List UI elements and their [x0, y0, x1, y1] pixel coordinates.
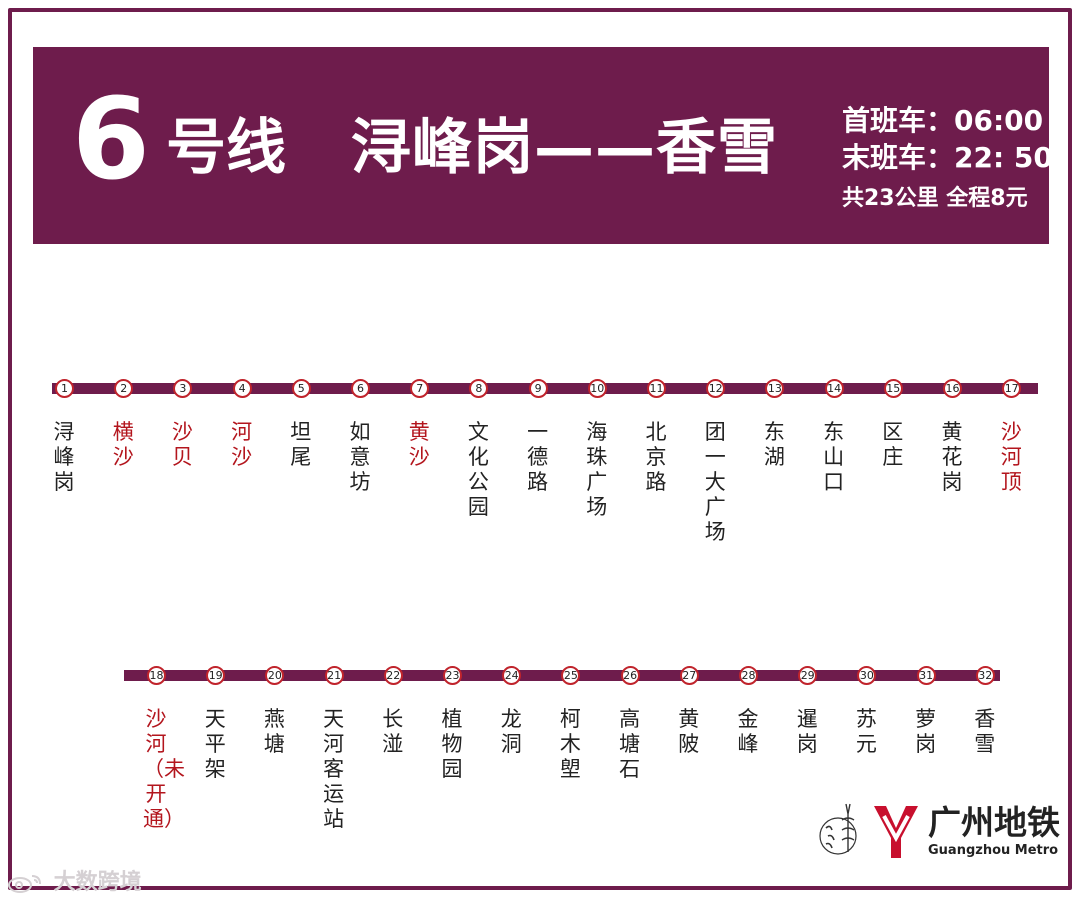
station-number-badge: 11: [647, 379, 666, 398]
station-number-badge: 6: [351, 379, 370, 398]
station-number-badge: 16: [943, 379, 962, 398]
station-number-badge: 30: [857, 666, 877, 685]
station-name: 黄沙: [408, 420, 430, 469]
station-number-badge: 21: [324, 666, 344, 685]
station-name: 一德路: [527, 420, 549, 494]
station-name: 萝岗: [915, 707, 937, 756]
station-number-badge: 12: [706, 379, 726, 398]
station-number-badge: 4: [232, 379, 252, 398]
station-name: 东湖: [763, 420, 785, 469]
line-number: 6: [72, 75, 150, 205]
station-name: 如意坊: [349, 420, 371, 494]
station-number-badge: 17: [1002, 379, 1022, 398]
header-banner: [33, 47, 1049, 244]
station-number-badge: 27: [679, 666, 699, 685]
route-title: 浔峰岗——香雪: [351, 113, 778, 183]
station-name: 长湴: [382, 707, 404, 756]
station-name: 沙河（未开通）: [143, 707, 185, 831]
station-number-badge: 15: [883, 379, 903, 398]
metro-name-cn: 广州地铁: [928, 803, 1060, 842]
station-name: 沙河顶: [1000, 420, 1022, 494]
station-number-badge: 2: [114, 379, 134, 398]
length-fare: 共23公里 全程8元: [842, 186, 1028, 211]
station-number-badge: 14: [824, 379, 844, 398]
station-number-badge: 20: [265, 666, 285, 685]
station-name: 坦尾: [290, 420, 312, 469]
station-name: 河沙: [231, 420, 253, 469]
station-name: 团一大广场: [704, 420, 726, 544]
first-train-time: 首班车：06:00: [842, 104, 1044, 137]
station-name: 黄花岗: [941, 420, 963, 494]
station-name: 柯木塱: [559, 707, 581, 781]
station-number-badge: 25: [561, 666, 581, 685]
station-name: 区庄: [882, 420, 904, 469]
station-name: 海珠广场: [586, 420, 608, 519]
station-name: 黄陂: [678, 707, 700, 756]
station-name: 横沙: [112, 420, 134, 469]
station-number-badge: 28: [739, 666, 758, 685]
station-name: 浔峰岗: [53, 420, 75, 494]
station-number-badge: 26: [620, 666, 640, 685]
station-name: 文化公园: [467, 420, 489, 519]
station-name: 东山口: [823, 420, 845, 494]
station-number-badge: 9: [528, 379, 548, 398]
station-name: 燕塘: [263, 707, 285, 756]
station-name: 天河客运站: [323, 707, 345, 831]
station-number-badge: 24: [502, 666, 522, 685]
station-name: 苏元: [855, 707, 877, 756]
station-number-badge: 8: [469, 379, 489, 398]
station-name: 沙贝: [171, 420, 193, 469]
guangzhou-metro-logo: 广州地铁 Guangzhou Metro: [818, 798, 1060, 864]
station-number-badge: 23: [443, 666, 462, 685]
station-number-badge: 29: [798, 666, 818, 685]
guangzhou-seal-icon: [819, 803, 857, 855]
station-name: 高塘石: [619, 707, 641, 781]
station-number-badge: 10: [587, 379, 607, 398]
station-name: 天平架: [204, 707, 226, 781]
station-number-badge: 5: [291, 379, 311, 398]
station-number-badge: 32: [975, 666, 995, 685]
station-number-badge: 22: [383, 666, 403, 685]
watermark: 大数跨境: [6, 864, 142, 896]
station-number-badge: 3: [173, 379, 193, 398]
watermark-text: 大数跨境: [53, 870, 142, 895]
metro-name-en: Guangzhou Metro: [928, 843, 1059, 858]
map-frame: [8, 8, 1072, 890]
station-name: 金峰: [737, 707, 759, 756]
weibo-icon: [8, 875, 41, 893]
guangzhou-metro-y-icon: [874, 806, 918, 858]
station-number-badge: 13: [765, 379, 785, 398]
station-number-badge: 1: [55, 379, 74, 398]
station-name: 龙洞: [500, 707, 522, 756]
station-name: 植物园: [441, 707, 463, 781]
line-word: 号线: [166, 113, 286, 183]
station-number-badge: 7: [410, 379, 430, 398]
last-train-time: 末班车：22: 50: [842, 141, 1053, 174]
station-number-badge: 18: [147, 666, 166, 685]
station-name: 暹岗: [796, 707, 818, 756]
station-number-badge: 19: [206, 666, 226, 685]
station-number-badge: 31: [916, 666, 936, 685]
station-name: 香雪: [974, 707, 996, 756]
station-name: 北京路: [645, 420, 667, 494]
